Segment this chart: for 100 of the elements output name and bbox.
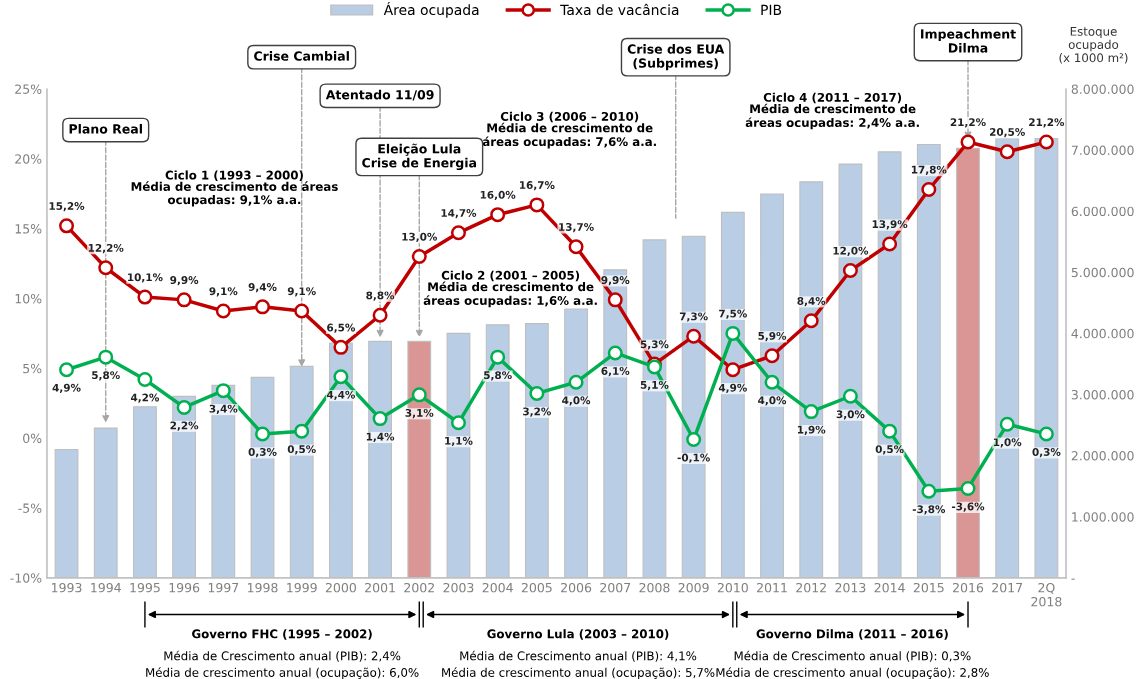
point <box>607 345 623 361</box>
point <box>764 374 780 390</box>
point <box>215 303 231 319</box>
data-label: 14,7% <box>441 209 477 219</box>
point <box>999 144 1015 160</box>
data-label: -3,8% <box>912 505 946 515</box>
x-tick-label: 2013 <box>835 582 866 593</box>
data-label: 9,1% <box>287 287 316 297</box>
point <box>294 423 310 439</box>
point <box>568 239 584 255</box>
data-label: 4,4% <box>326 390 356 400</box>
y-tick-label: -5% <box>18 503 42 513</box>
x-tick-label: 2007 <box>600 582 631 593</box>
point <box>921 483 937 499</box>
data-label: 6,1% <box>601 367 630 377</box>
data-label: 4,2% <box>130 393 160 403</box>
y2-tick-label: 4.000.000 <box>1071 328 1134 339</box>
x-tick-label: 2002 <box>404 582 434 593</box>
point <box>137 371 153 387</box>
point <box>803 404 819 420</box>
y2-tick-label: 1.000.000 <box>1072 512 1134 522</box>
annotation: Eleição Lula Crise de Energia <box>362 143 477 171</box>
data-label: 20,5% <box>989 128 1025 138</box>
y-tick-label: -10% <box>10 573 42 583</box>
data-label: 12,2% <box>88 243 124 254</box>
annotation: Ciclo 3 (2006 – 2010) Média de crescimento de áreas ocupadas: 7,6% a.a. <box>482 111 656 149</box>
point <box>333 369 349 385</box>
point <box>294 303 310 319</box>
data-label: 7,3% <box>679 312 708 322</box>
point <box>215 383 231 399</box>
y2-tick-label: 8.000.000 <box>1071 84 1134 94</box>
data-label: 0,3% <box>248 448 277 458</box>
point <box>921 182 937 198</box>
data-label: 5,8% <box>484 371 512 381</box>
text: Crise dos EUA (Subprimes) <box>627 44 725 71</box>
point <box>450 225 466 241</box>
data-label: 1,9% <box>797 425 826 435</box>
text: Governo Dilma (2011 – 2016) Média de Crescimento anual (PIB): 0,3% Média de crescimento anual (ocupação): 2,8% <box>716 629 989 679</box>
point <box>725 362 741 378</box>
y-tick-label: 5% <box>23 363 42 374</box>
point <box>98 349 114 365</box>
point <box>255 299 271 315</box>
point <box>842 263 858 279</box>
legend-label: PIB <box>761 4 782 15</box>
data-label: 17,8% <box>911 165 947 175</box>
point <box>176 399 192 415</box>
x-tick-label: 2006 <box>561 582 592 593</box>
data-label: 0,3% <box>1032 448 1061 458</box>
data-label: 5,8% <box>92 371 120 381</box>
x-tick-label: 1994 <box>91 582 121 593</box>
data-label: -0,1% <box>677 453 710 463</box>
x-tick-label: 2005 <box>521 582 552 593</box>
point <box>1038 134 1054 150</box>
x-tick-label: 1995 <box>130 582 160 593</box>
y2-tick-label: - <box>1071 578 1075 580</box>
data-label: 2,2% <box>170 421 199 431</box>
y-tick-label: 15% <box>15 224 42 234</box>
y2-axis-title: Estoque ocupado (x 1000 m²) <box>1059 27 1128 64</box>
point <box>999 416 1015 432</box>
y-tick-label: 0% <box>23 433 42 444</box>
point <box>607 292 623 308</box>
data-label: 3,0% <box>836 410 865 420</box>
annotation: Crise Cambial <box>254 51 349 61</box>
point <box>372 411 388 427</box>
y2-tick-label: 3.000.000 <box>1071 389 1134 400</box>
annotation: Ciclo 2 (2001 – 2005) Média de crescimento de áreas ocupadas: 1,6% a.a. <box>423 270 597 308</box>
point <box>960 134 976 150</box>
data-label: 5,3% <box>640 340 669 350</box>
data-label: 9,4% <box>248 283 277 293</box>
point <box>490 349 506 365</box>
data-label: 0,5% <box>287 445 316 455</box>
data-label: 0,5% <box>875 445 904 455</box>
point <box>176 292 192 308</box>
point <box>490 207 506 223</box>
point <box>882 236 898 252</box>
data-label: 4,9% <box>718 383 747 393</box>
annotation: Ciclo 4 (2011 – 2017) Média de crescimento de áreas ocupadas: 2,4% a.a. <box>745 92 919 130</box>
data-label: 1,0% <box>993 438 1022 448</box>
point <box>59 362 75 378</box>
x-tick-label: 2003 <box>443 582 474 593</box>
y2-tick-label: 7.000.000 <box>1071 145 1134 155</box>
data-label: 13,7% <box>559 223 594 233</box>
point <box>803 313 819 329</box>
point <box>686 432 702 448</box>
y-tick-label: 20% <box>15 154 42 164</box>
x-tick-label: 2010 <box>717 582 748 593</box>
data-label: 4,9% <box>52 383 81 393</box>
legend-label: Área ocupada <box>383 2 479 18</box>
x-tick-label: 2017 <box>992 582 1023 593</box>
point <box>1038 426 1054 442</box>
x-tick-label: 1996 <box>169 582 200 593</box>
point <box>725 325 741 341</box>
data-label: 13,0% <box>402 232 438 242</box>
y-tick-label: 10% <box>15 293 42 304</box>
point <box>450 415 466 431</box>
text: Governo FHC (1995 – 2002) Média de Crescimento anual (PIB): 2,4% Média de crescimento anual (ocupação): 6,0% <box>146 629 419 679</box>
x-tick-label: 2001 <box>365 582 395 593</box>
data-label: 8,4% <box>797 297 826 307</box>
x-tick-label: 2012 <box>796 582 826 593</box>
data-label: 3,2% <box>523 407 551 417</box>
